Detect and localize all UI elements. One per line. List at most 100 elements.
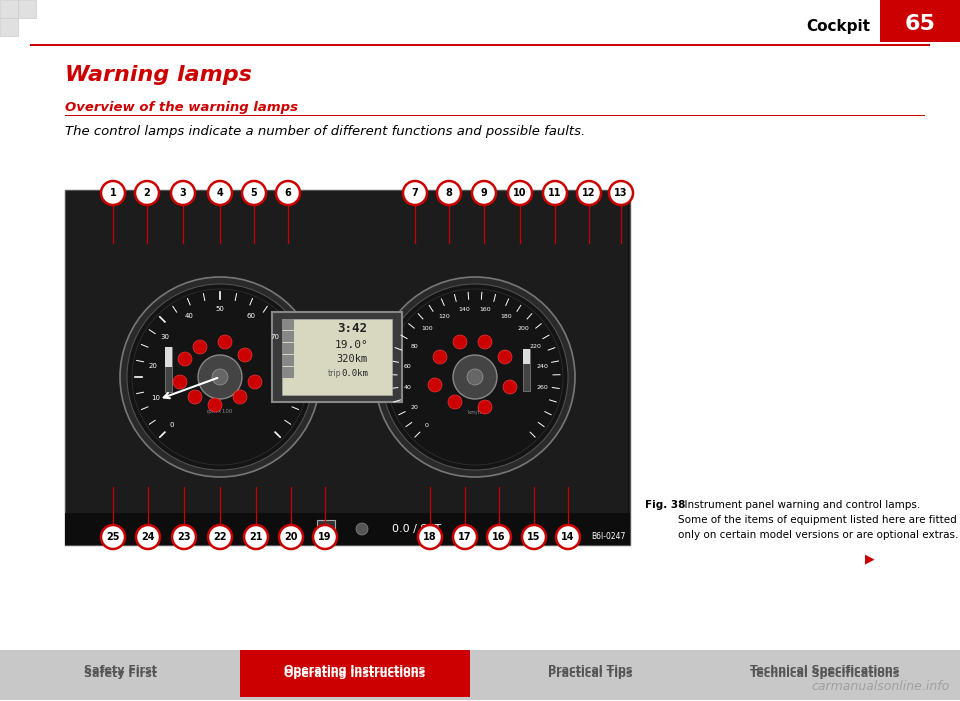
Bar: [317, 520, 335, 533]
Text: 15: 15: [527, 532, 540, 542]
Text: 4: 4: [217, 188, 224, 198]
Circle shape: [208, 398, 222, 412]
Circle shape: [556, 525, 580, 549]
Text: 160: 160: [480, 307, 492, 313]
Circle shape: [543, 181, 567, 205]
Text: 0.0km: 0.0km: [342, 369, 369, 378]
Circle shape: [428, 378, 442, 392]
Text: Technical Specifications: Technical Specifications: [751, 669, 900, 679]
Text: rpm×100: rpm×100: [206, 409, 233, 414]
Circle shape: [178, 352, 192, 366]
Circle shape: [172, 525, 196, 549]
Text: 220: 220: [530, 343, 541, 348]
Circle shape: [453, 355, 497, 399]
Text: Fig. 38: Fig. 38: [645, 500, 685, 510]
Circle shape: [218, 335, 232, 349]
Bar: [282, 343, 294, 354]
Bar: [272, 312, 402, 402]
Text: ▶: ▶: [865, 552, 875, 565]
Text: ✓: ✓: [323, 522, 329, 531]
Text: 10: 10: [151, 395, 159, 401]
Text: Instrument panel warning and control lamps.
Some of the items of equipment liste: Instrument panel warning and control lam…: [678, 500, 958, 540]
Text: trip: trip: [328, 369, 342, 378]
Circle shape: [233, 390, 247, 404]
Text: 16: 16: [492, 532, 506, 542]
Circle shape: [508, 181, 532, 205]
Bar: [942, 0, 960, 18]
Bar: [165, 347, 172, 367]
Text: 14: 14: [562, 532, 575, 542]
Text: 1: 1: [109, 188, 116, 198]
Text: 70: 70: [271, 334, 279, 340]
Text: 60: 60: [404, 364, 412, 369]
Circle shape: [136, 525, 160, 549]
Text: 2: 2: [144, 188, 151, 198]
Text: 19: 19: [319, 532, 332, 542]
Text: 200: 200: [517, 327, 529, 332]
Circle shape: [609, 181, 633, 205]
Bar: [282, 355, 294, 366]
Text: 12: 12: [583, 188, 596, 198]
Circle shape: [212, 369, 228, 385]
Text: Overview of the warning lamps: Overview of the warning lamps: [65, 102, 298, 114]
Circle shape: [238, 348, 252, 362]
Bar: [0, 18, 18, 36]
Circle shape: [437, 181, 461, 205]
Text: 23: 23: [178, 532, 191, 542]
Text: carmanualsonline.info: carmanualsonline.info: [812, 680, 950, 693]
Text: 20: 20: [284, 532, 298, 542]
Text: 6: 6: [284, 188, 292, 198]
Bar: [942, 18, 960, 36]
Text: 50: 50: [216, 306, 225, 312]
Text: 140: 140: [459, 307, 470, 313]
Circle shape: [448, 395, 462, 409]
Text: 260: 260: [537, 385, 548, 390]
Text: 19.0°: 19.0°: [335, 340, 369, 350]
Text: 3: 3: [180, 188, 186, 198]
Circle shape: [242, 181, 266, 205]
Text: 65: 65: [904, 14, 935, 34]
Bar: [710, 652, 940, 697]
Text: 0.0 / SET: 0.0 / SET: [393, 524, 442, 534]
Text: 0: 0: [170, 422, 174, 428]
Bar: [67, 192, 628, 543]
Circle shape: [387, 289, 563, 465]
Bar: [282, 319, 294, 330]
Text: Practical Tips: Practical Tips: [548, 669, 633, 679]
Text: 8: 8: [445, 188, 452, 198]
Bar: [523, 349, 530, 391]
Bar: [523, 349, 530, 364]
Text: Safety First: Safety First: [84, 669, 156, 679]
Text: 13: 13: [614, 188, 628, 198]
Circle shape: [101, 181, 125, 205]
Bar: [65, 513, 630, 545]
Text: 18: 18: [423, 532, 437, 542]
Circle shape: [433, 350, 447, 364]
Circle shape: [188, 390, 202, 404]
Bar: [165, 347, 172, 392]
Bar: [65, 115, 925, 116]
Bar: [282, 367, 294, 378]
Circle shape: [382, 284, 568, 470]
Circle shape: [208, 525, 232, 549]
Bar: [18, 0, 36, 18]
Text: 22: 22: [213, 532, 227, 542]
Text: 80: 80: [411, 343, 419, 348]
Text: 11: 11: [548, 188, 562, 198]
Text: 24: 24: [141, 532, 155, 542]
Bar: [5, 650, 235, 690]
Circle shape: [198, 355, 242, 399]
Circle shape: [356, 523, 368, 535]
Text: 20: 20: [149, 363, 157, 369]
Text: Operating Instructions: Operating Instructions: [284, 665, 425, 675]
Circle shape: [503, 380, 517, 394]
Text: 7: 7: [412, 188, 419, 198]
Bar: [924, 0, 942, 18]
Text: 3:42: 3:42: [337, 322, 367, 336]
Circle shape: [193, 340, 207, 354]
Text: 25: 25: [107, 532, 120, 542]
Text: 60: 60: [247, 313, 255, 320]
Text: Safety First: Safety First: [84, 665, 156, 675]
Circle shape: [127, 284, 313, 470]
Bar: [5, 652, 235, 697]
